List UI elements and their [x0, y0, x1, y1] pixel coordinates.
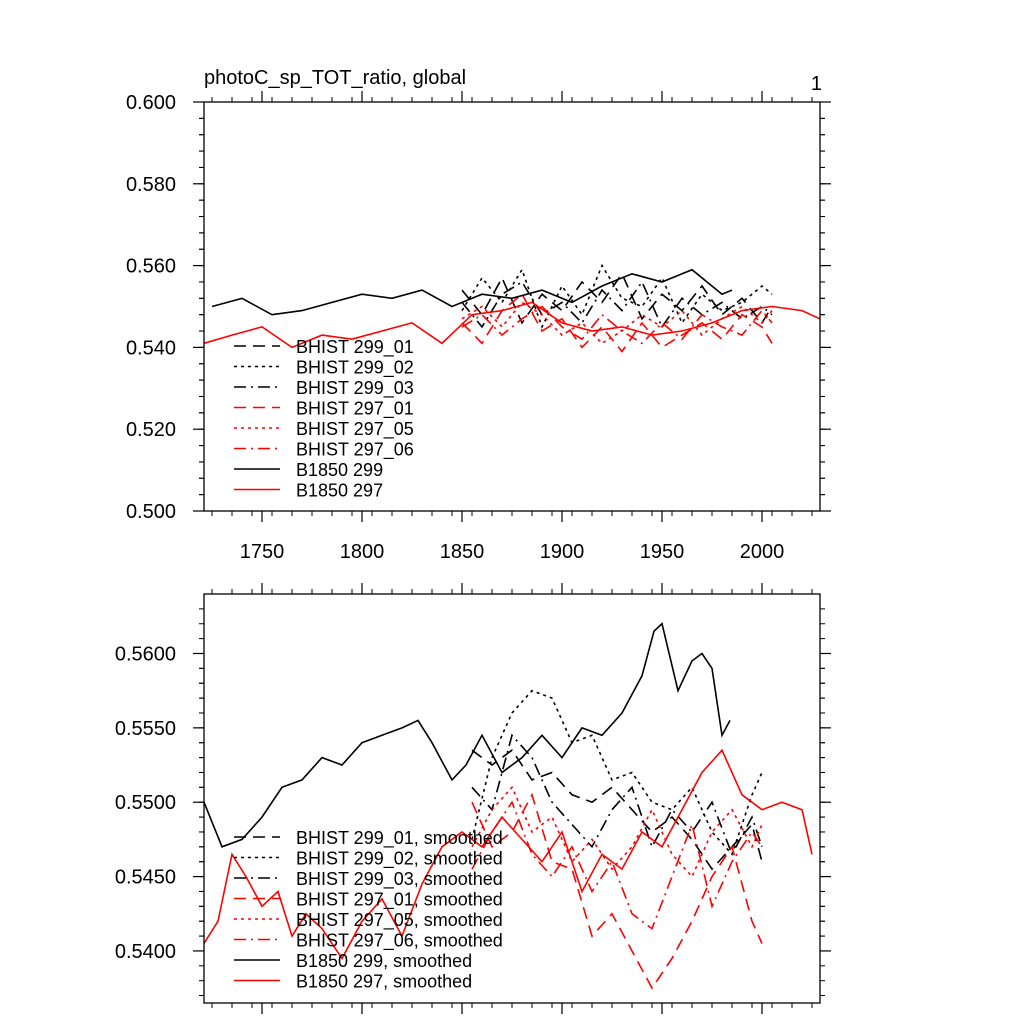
- series-line-3: [471, 733, 763, 857]
- series-line-6: [471, 800, 763, 930]
- y-tick-label: 0.5600: [115, 643, 176, 665]
- x-tick-label: 1750: [240, 541, 285, 563]
- bottom-chart: 0.5400 0.5450 0.5500 0.5550 0.5600 BHIST 299…: [115, 583, 831, 1014]
- legend-label: BHIST 297_06: [296, 440, 414, 461]
- plot-frame: [203, 101, 821, 512]
- top-chart-axes: [203, 101, 821, 512]
- series-line-5: [471, 785, 763, 879]
- legend-label: BHIST 297_06, smoothed: [296, 931, 503, 952]
- top-chart-series: [203, 263, 821, 353]
- legend-label: BHIST 299_03, smoothed: [296, 869, 503, 890]
- bottom-chart-series: [203, 622, 813, 990]
- y-tick-label: 0.5550: [115, 718, 176, 740]
- legend-label: BHIST 299_02: [296, 358, 414, 379]
- x-tick-label: 2000: [740, 541, 785, 563]
- series-line-6: [461, 305, 773, 345]
- legend-label: B1850 297, smoothed: [296, 972, 472, 992]
- top-chart: photoC_sp_TOT_ratio, global 1 1750 1800 18…: [126, 67, 831, 563]
- series-line-4: [461, 292, 773, 353]
- series-line-1: [471, 749, 763, 871]
- legend-label: B1850 297: [296, 481, 383, 501]
- series-line-7: [211, 268, 733, 316]
- plot-frame: [203, 593, 821, 1004]
- series-line-7: [203, 622, 731, 848]
- series-line-8: [203, 301, 821, 349]
- legend-label: BHIST 297_01, smoothed: [296, 890, 503, 911]
- y-tick-label: 0.5500: [115, 792, 176, 814]
- legend-label: BHIST 297_05: [296, 419, 414, 440]
- legend-label: BHIST 299_03: [296, 378, 414, 399]
- y-tick-label: 0.600: [126, 92, 176, 114]
- top-chart-ticks: 1750 1800 1850 1900 1950 2000 0.500 0.520 0.540 0…: [126, 91, 831, 563]
- series-line-3: [461, 280, 773, 329]
- legend-label: BHIST 299_01: [296, 337, 414, 358]
- legend-label: BHIST 299_01, smoothed: [296, 828, 503, 849]
- top-chart-title: photoC_sp_TOT_ratio, global: [204, 67, 466, 89]
- y-tick-label: 0.5450: [115, 867, 176, 889]
- x-tick-label: 1900: [540, 541, 585, 563]
- legend-label: B1850 299, smoothed: [296, 951, 472, 971]
- y-tick-label: 0.5400: [115, 941, 176, 963]
- x-tick-label: 1950: [640, 541, 685, 563]
- y-tick-label: 0.540: [126, 337, 176, 359]
- legend-label: BHIST 299_02, smoothed: [296, 849, 503, 870]
- bottom-chart-ticks: 0.5400 0.5450 0.5500 0.5550 0.5600: [115, 583, 831, 1014]
- legend-label: BHIST 297_01: [296, 399, 414, 420]
- x-tick-label: 1800: [340, 541, 385, 563]
- series-line-8: [203, 748, 813, 960]
- corner-label: 1: [811, 73, 822, 95]
- legend-label: B1850 299: [296, 460, 383, 480]
- series-line-1: [461, 272, 773, 325]
- series-line-2: [471, 689, 763, 856]
- y-tick-label: 0.500: [126, 501, 176, 523]
- y-tick-label: 0.580: [126, 174, 176, 196]
- legend-label: BHIST 297_05, smoothed: [296, 910, 503, 931]
- x-tick-label: 1850: [440, 541, 485, 563]
- series-line-4: [471, 792, 763, 990]
- bottom-chart-axes: [203, 593, 821, 1004]
- y-tick-label: 0.520: [126, 419, 176, 441]
- y-tick-label: 0.560: [126, 256, 176, 278]
